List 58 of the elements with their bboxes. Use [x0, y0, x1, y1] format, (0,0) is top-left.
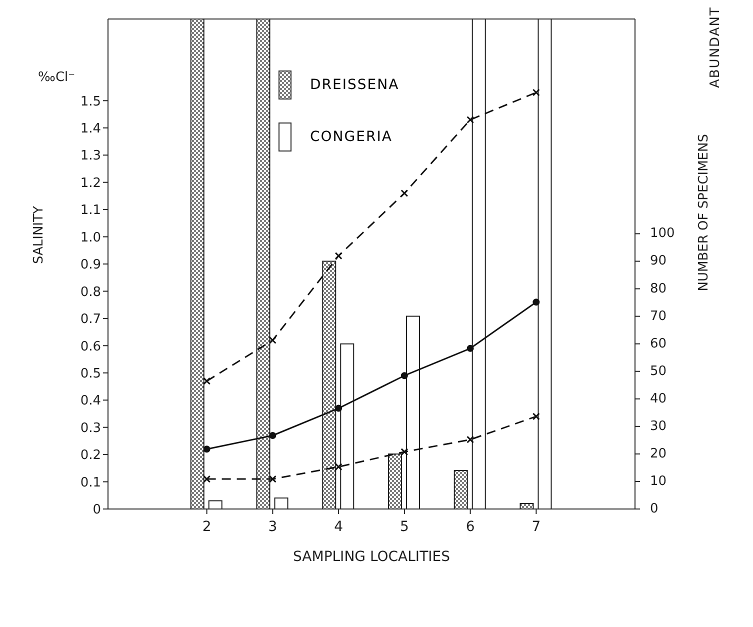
y-tick-label: 0.5: [80, 366, 101, 382]
y-tick-label: 1.4: [80, 122, 101, 137]
x-tick-label: 7: [532, 519, 541, 535]
legend-label: CONGERIA: [310, 129, 392, 145]
y-axis-title: SALINITY: [32, 206, 47, 264]
text: ABUNDANT: [708, 6, 723, 88]
point: [268, 475, 276, 483]
y-tick-label: 0.4: [80, 394, 101, 409]
point: [334, 463, 342, 471]
y-tick-label: 0: [92, 502, 101, 518]
y-tick-label: 0.1: [80, 475, 101, 490]
y-tick-label: 0.8: [80, 284, 101, 300]
y2-tick-label: 100: [650, 226, 675, 242]
y2-tick-label: 60: [650, 336, 667, 352]
y-tick-label: 0.3: [80, 420, 101, 436]
point: [466, 436, 474, 444]
point: [268, 336, 276, 344]
point: [466, 116, 474, 124]
x-tick-label: 4: [334, 519, 344, 535]
y-tick-label: 0.9: [80, 258, 101, 273]
y-tick-label: 1.0: [80, 230, 101, 246]
y2-tick-label: 30: [650, 418, 667, 434]
x-tick-label: 2: [202, 519, 212, 535]
y2-tick-label: 70: [650, 308, 667, 324]
x-tick-label: 3: [268, 519, 278, 535]
y2-tick-label: 10: [650, 474, 667, 489]
point: [400, 448, 408, 456]
y2-tick-label: 90: [650, 254, 667, 269]
point: [466, 344, 474, 352]
point: [532, 88, 540, 96]
y-tick-label: 1.5: [80, 94, 101, 110]
point: [400, 189, 408, 197]
legend-label: DREISSENA: [310, 77, 400, 93]
y-tick-label: 1.2: [80, 176, 101, 191]
y2-tick-label: 0: [650, 502, 658, 516]
y-tick-label: 0.2: [80, 448, 101, 464]
point: [334, 252, 342, 260]
y2-tick-label: 20: [650, 446, 667, 462]
point: [335, 404, 342, 412]
y2-tick-label: 40: [650, 391, 667, 406]
x-tick-label: 6: [466, 519, 475, 535]
point: [532, 412, 540, 420]
y2-tick-label: 50: [650, 364, 667, 379]
point: [203, 377, 211, 385]
y-tick-label: 0.6: [80, 339, 101, 354]
y-tick-label: 0.7: [80, 312, 101, 328]
text: ‰Cl⁻: [38, 70, 75, 85]
point: [532, 298, 540, 306]
y-tick-label: 1.1: [80, 203, 101, 218]
y-tick-label: 1.3: [80, 148, 101, 164]
x-tick-label: 5: [400, 519, 409, 535]
point: [203, 475, 211, 483]
y2-tick-label: 80: [650, 281, 667, 296]
point: [400, 372, 408, 380]
x-axis-title: SAMPLING LOCALITIES: [293, 549, 450, 565]
y2-axis-title: NUMBER OF SPECIMENS: [696, 134, 712, 292]
point: [203, 446, 210, 453]
point: [269, 432, 276, 439]
